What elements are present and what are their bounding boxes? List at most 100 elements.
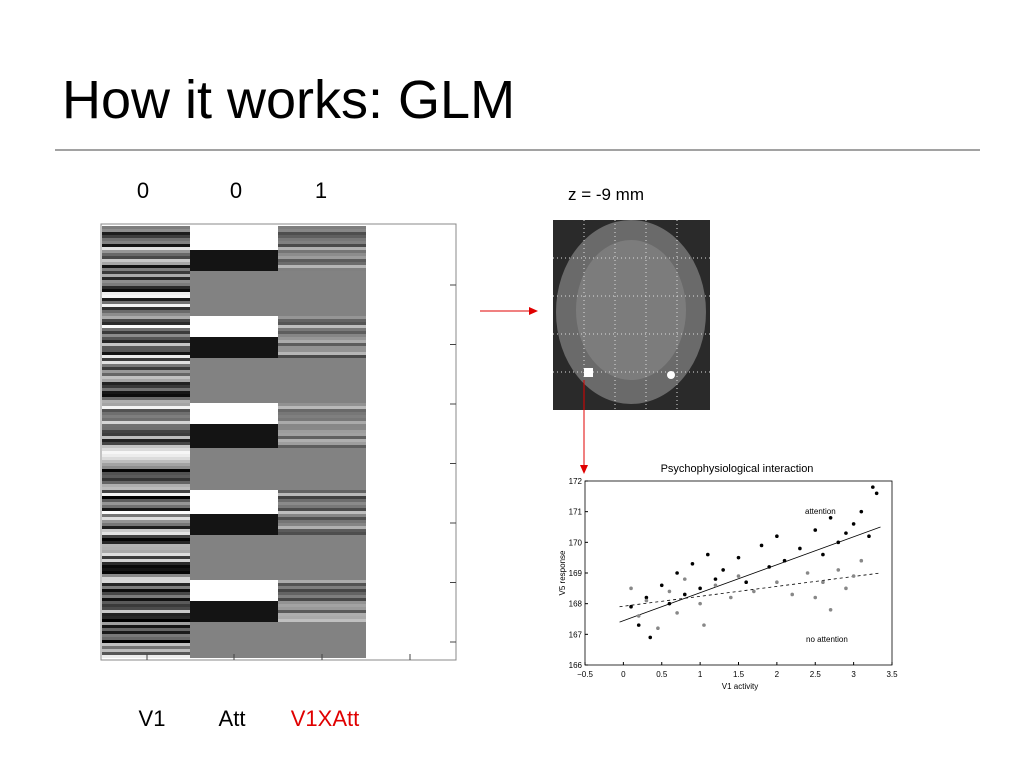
- matrix-stripe: [190, 397, 278, 400]
- data-point: [805, 571, 810, 575]
- matrix-stripe: [278, 601, 366, 604]
- matrix-stripe: [102, 298, 190, 301]
- matrix-stripe: [278, 643, 366, 646]
- matrix-stripe: [102, 400, 190, 403]
- contrast-weight: 0: [137, 178, 149, 203]
- matrix-stripe: [278, 613, 366, 616]
- matrix-stripe: [278, 520, 366, 523]
- data-point: [729, 595, 733, 600]
- data-point: [667, 589, 672, 594]
- matrix-stripe: [278, 400, 366, 403]
- matrix-stripe: [102, 550, 190, 553]
- matrix-stripe: [102, 367, 190, 370]
- matrix-stripe: [102, 574, 190, 577]
- matrix-stripe: [190, 379, 278, 382]
- matrix-stripe: [278, 262, 366, 265]
- matrix-stripe: [102, 394, 190, 397]
- matrix-stripe: [190, 328, 278, 331]
- data-point: [656, 626, 660, 630]
- matrix-stripe: [102, 421, 190, 424]
- matrix-stripe: [278, 460, 366, 463]
- matrix-stripe: [278, 517, 366, 520]
- matrix-stripe: [278, 577, 366, 580]
- matrix-stripe: [190, 457, 278, 460]
- matrix-stripe: [278, 226, 366, 229]
- matrix-stripe: [102, 634, 190, 637]
- matrix-stripe: [190, 295, 278, 298]
- matrix-stripe: [190, 550, 278, 553]
- matrix-stripe: [278, 436, 366, 439]
- matrix-stripe: [190, 268, 278, 271]
- matrix-stripe: [190, 478, 278, 481]
- matrix-stripe: [278, 625, 366, 628]
- matrix-stripe: [190, 481, 278, 484]
- data-point: [629, 586, 633, 591]
- matrix-stripe: [190, 601, 278, 604]
- matrix-stripe: [278, 334, 366, 337]
- matrix-stripe: [190, 595, 278, 598]
- matrix-stripe: [278, 394, 366, 397]
- matrix-stripe: [102, 580, 190, 583]
- matrix-stripe: [102, 373, 190, 376]
- matrix-stripe: [278, 526, 366, 529]
- matrix-stripe: [278, 370, 366, 373]
- matrix-stripe: [278, 409, 366, 412]
- matrix-stripe: [190, 226, 278, 229]
- data-point: [702, 623, 706, 627]
- matrix-stripe: [190, 313, 278, 316]
- matrix-stripe: [278, 634, 366, 637]
- matrix-stripe: [278, 511, 366, 514]
- matrix-stripe: [278, 646, 366, 649]
- matrix-stripe: [102, 460, 190, 463]
- matrix-stripe: [278, 475, 366, 478]
- matrix-stripe: [102, 346, 190, 349]
- matrix-stripe: [102, 562, 190, 565]
- matrix-stripe: [102, 556, 190, 559]
- matrix-stripe: [278, 496, 366, 499]
- matrix-stripe: [190, 421, 278, 424]
- matrix-stripe: [278, 574, 366, 577]
- brain-matter: [576, 240, 686, 380]
- matrix-stripe: [102, 280, 190, 283]
- matrix-stripe: [102, 547, 190, 550]
- matrix-stripe: [102, 487, 190, 490]
- matrix-stripe: [278, 325, 366, 328]
- matrix-stripe: [102, 322, 190, 325]
- activation-blob: [667, 371, 675, 379]
- matrix-stripe: [102, 247, 190, 250]
- trend-line: [619, 572, 881, 608]
- series-annotation: no attention: [806, 635, 848, 644]
- matrix-stripe: [190, 493, 278, 496]
- matrix-stripe: [190, 361, 278, 364]
- matrix-stripe: [102, 259, 190, 262]
- matrix-stripe: [102, 388, 190, 391]
- matrix-stripe: [102, 475, 190, 478]
- matrix-stripe: [102, 520, 190, 523]
- matrix-stripe: [278, 382, 366, 385]
- matrix-stripe: [102, 232, 190, 235]
- matrix-stripe: [190, 283, 278, 286]
- matrix-stripe: [190, 343, 278, 346]
- matrix-stripe: [102, 433, 190, 436]
- data-point: [690, 562, 695, 566]
- matrix-stripe: [102, 628, 190, 631]
- matrix-stripe: [102, 481, 190, 484]
- matrix-stripe: [278, 466, 366, 469]
- matrix-stripe: [278, 589, 366, 592]
- matrix-stripe: [190, 334, 278, 337]
- matrix-stripe: [190, 415, 278, 418]
- matrix-stripe: [278, 355, 366, 358]
- x-tick-label: 2.5: [810, 670, 822, 679]
- matrix-stripe: [190, 259, 278, 262]
- matrix-stripe: [278, 553, 366, 556]
- matrix-stripe: [278, 280, 366, 283]
- matrix-stripe: [102, 565, 190, 568]
- matrix-stripe: [190, 610, 278, 613]
- matrix-stripe: [278, 523, 366, 526]
- matrix-stripe: [190, 472, 278, 475]
- matrix-stripe: [190, 280, 278, 283]
- matrix-stripe: [278, 247, 366, 250]
- matrix-stripe: [278, 424, 366, 427]
- matrix-stripe: [190, 346, 278, 349]
- matrix-stripe: [278, 532, 366, 535]
